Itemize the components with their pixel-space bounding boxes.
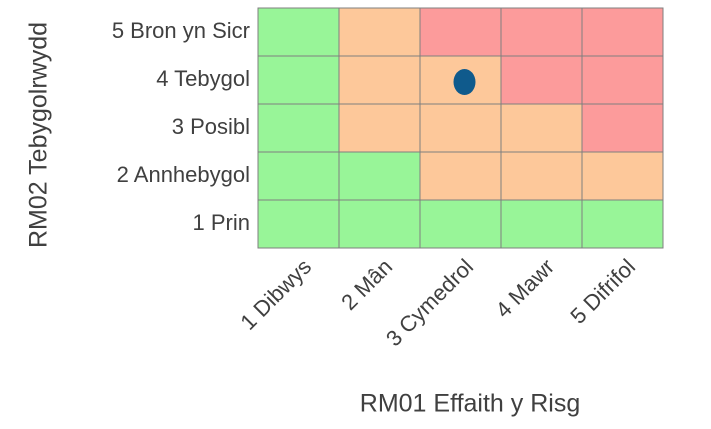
y-tick-label: 4 Tebygol	[156, 66, 250, 91]
y-tick-label: 2 Annhebygol	[117, 162, 250, 187]
x-tick-label: 1 Dibwys	[235, 254, 316, 335]
cell	[257, 103, 340, 153]
cell	[257, 55, 340, 105]
y-tick-label: 5 Bron yn Sicr	[112, 18, 250, 43]
cell	[581, 7, 664, 57]
cell	[257, 151, 340, 201]
cell	[338, 151, 421, 201]
cell	[419, 199, 502, 249]
y-tick-label: 1 Prin	[193, 210, 250, 235]
cell	[419, 7, 502, 57]
x-tick-label: 5 Difrifol	[565, 254, 640, 329]
cell	[581, 55, 664, 105]
risk-marker	[453, 69, 476, 95]
x-tick-label: 2 Mân	[336, 254, 397, 315]
cell	[581, 103, 664, 153]
cell	[338, 103, 421, 153]
y-tick-label: 3 Posibl	[172, 114, 250, 139]
cell	[500, 103, 583, 153]
cell	[581, 199, 664, 249]
cell	[257, 199, 340, 249]
cell	[500, 7, 583, 57]
cell	[257, 7, 340, 57]
cell	[581, 151, 664, 201]
cell	[500, 55, 583, 105]
cell	[419, 103, 502, 153]
cell	[419, 151, 502, 201]
x-tick-label: 4 Mawr	[490, 254, 559, 323]
cell	[500, 199, 583, 249]
x-tick-label: 3 Cymedrol	[381, 254, 478, 351]
cell	[338, 55, 421, 105]
y-axis-title: RM02 Tebygolrwydd	[25, 22, 53, 248]
cell	[500, 151, 583, 201]
x-axis-title: RM01 Effaith y Risg	[360, 390, 580, 418]
cell	[338, 199, 421, 249]
cell	[338, 7, 421, 57]
